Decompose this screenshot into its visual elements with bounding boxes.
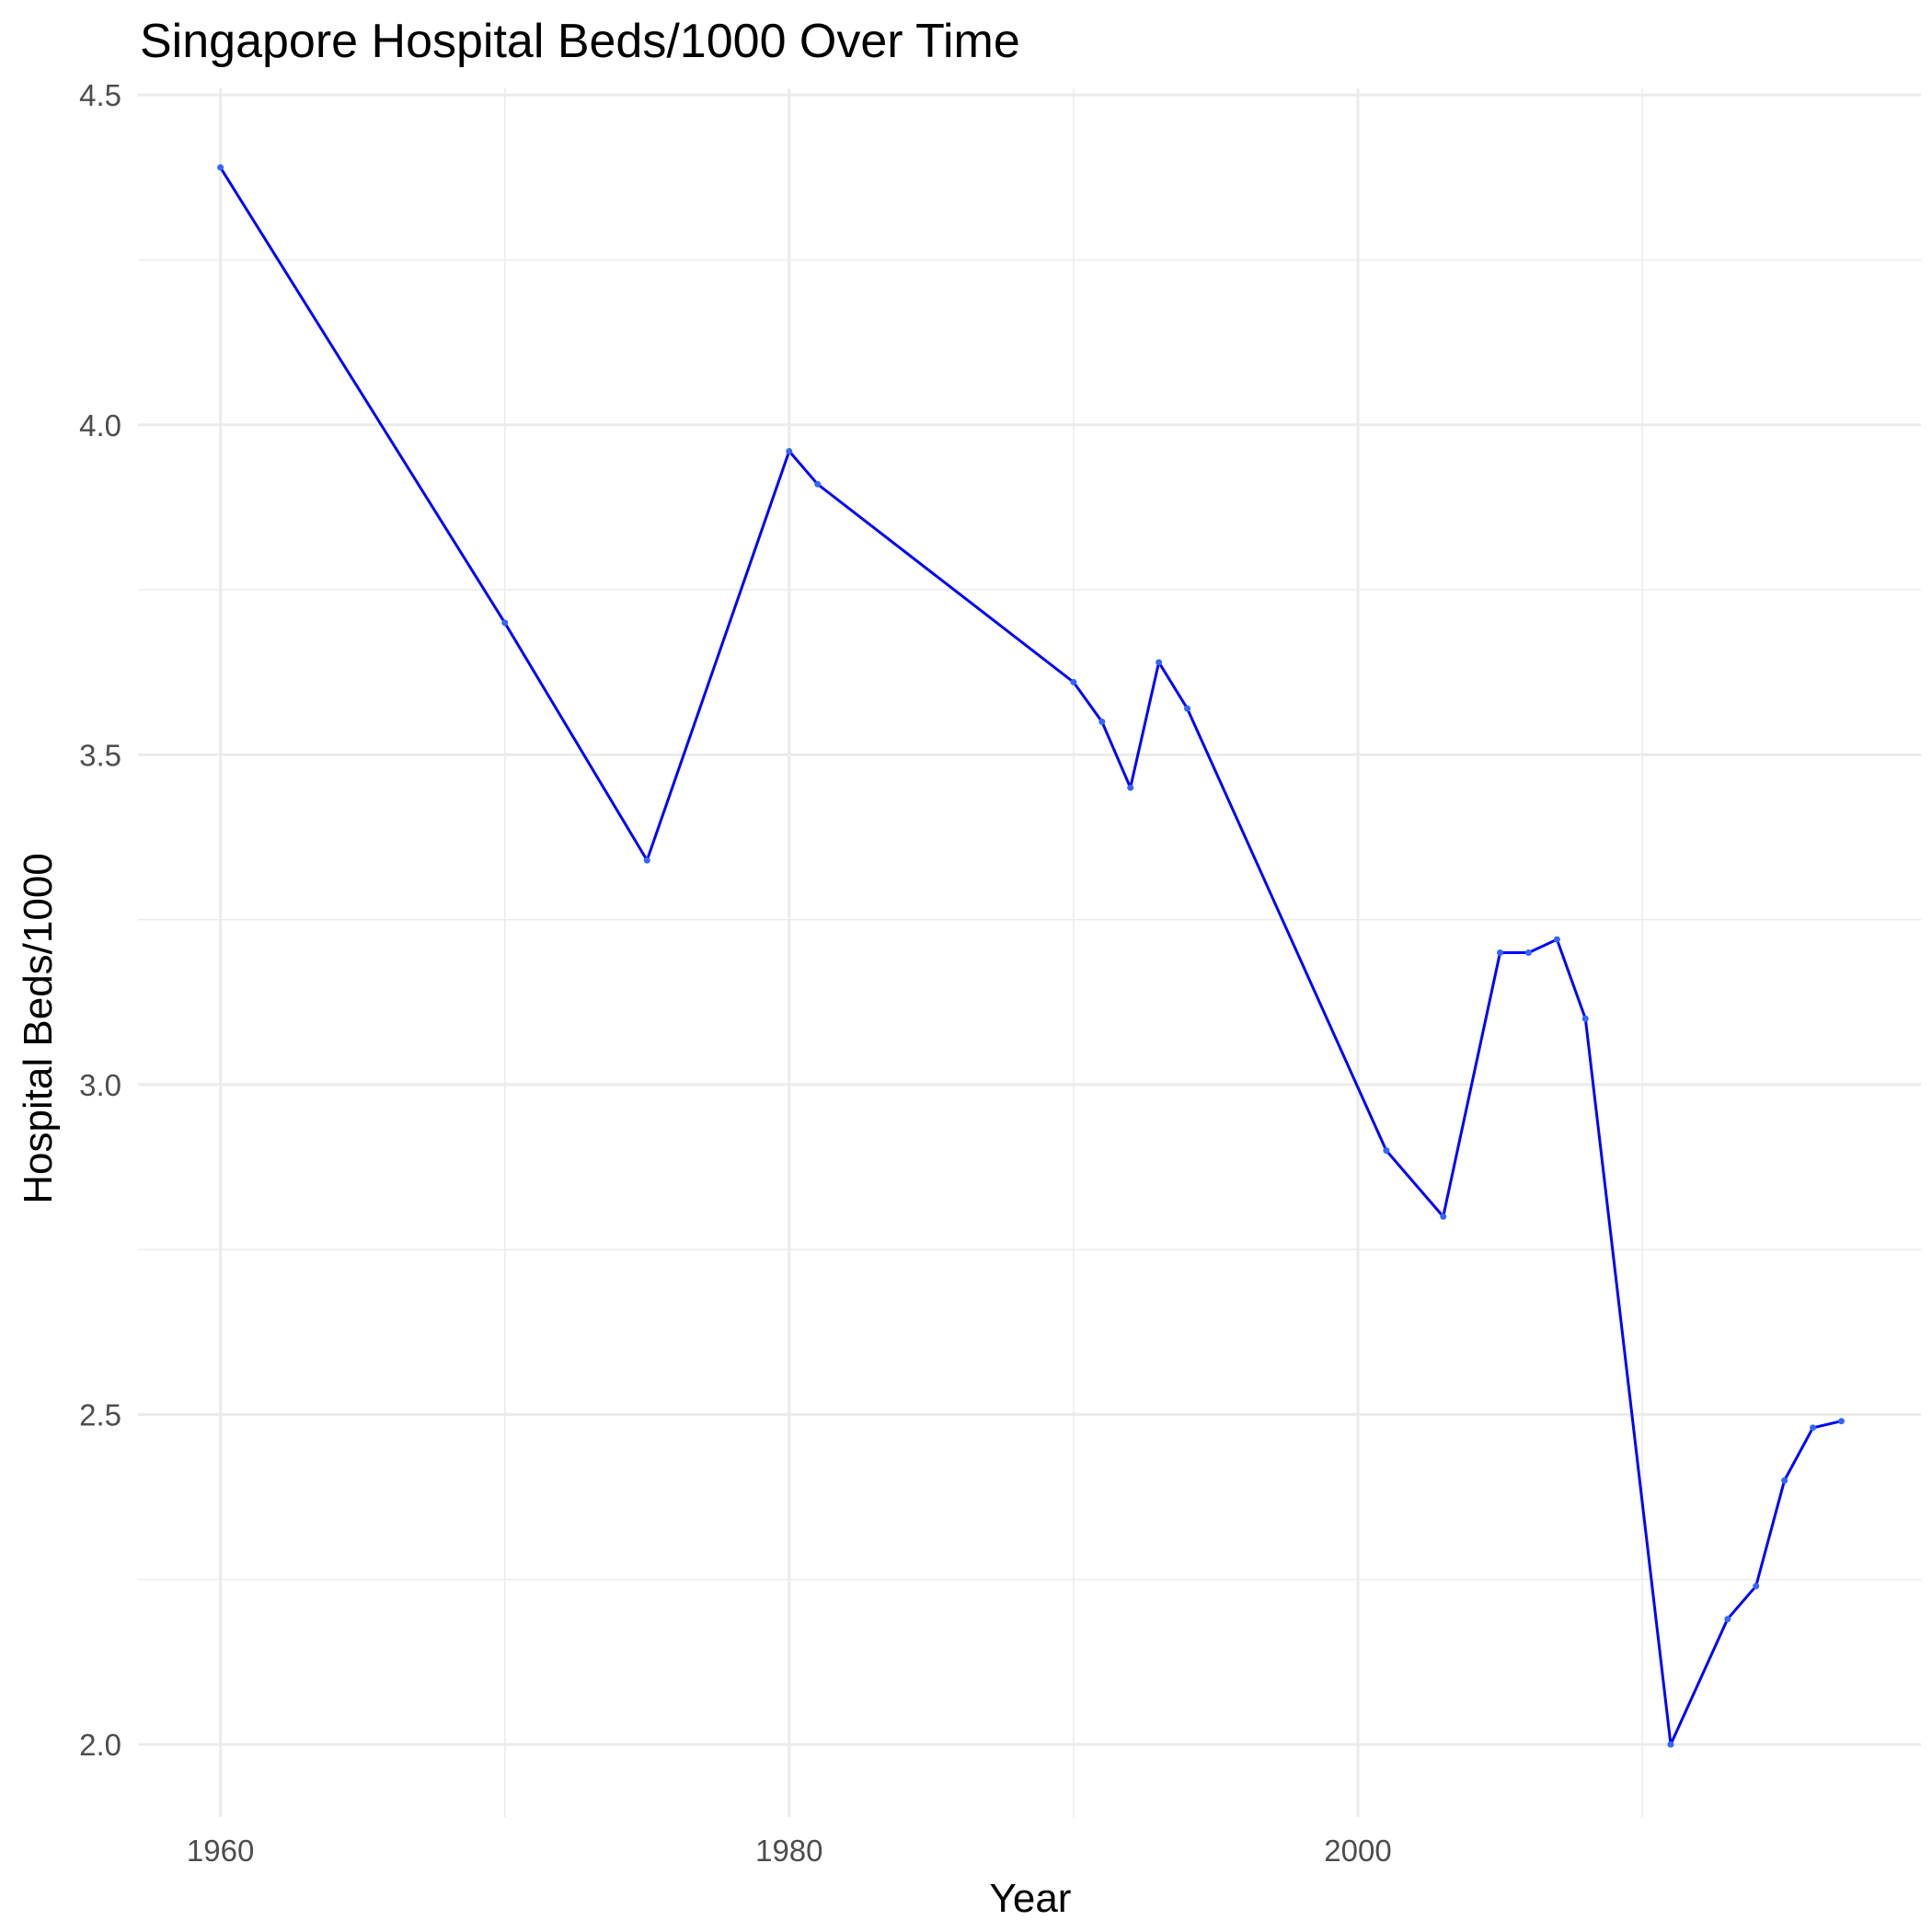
x-tick-label: 2000 — [1324, 1834, 1391, 1868]
data-point — [501, 619, 509, 627]
x-axis-title: Year — [990, 1876, 1072, 1921]
grid — [138, 88, 1921, 1817]
data-point — [1184, 705, 1191, 712]
data-point — [1127, 784, 1134, 791]
y-tick-label: 2.5 — [79, 1398, 121, 1432]
x-tick-label: 1960 — [187, 1834, 254, 1868]
data-point — [1837, 1418, 1845, 1425]
chart-title: Singapore Hospital Beds/1000 Over Time — [140, 15, 1020, 68]
data-point — [643, 857, 650, 864]
data-point — [217, 164, 224, 171]
y-tick-label: 4.5 — [79, 78, 121, 112]
y-tick-label: 3.0 — [79, 1068, 121, 1102]
data-point — [1667, 1741, 1674, 1748]
tick-labels: 1960 1980 2000 2.0 2.5 3.0 3.5 4.0 4.5 — [79, 78, 1392, 1868]
data-point — [1098, 718, 1106, 725]
data-point — [1581, 1015, 1589, 1022]
data-point — [1524, 949, 1532, 956]
data-point — [1553, 936, 1560, 943]
data-point — [1156, 659, 1163, 666]
data-point — [1440, 1213, 1447, 1220]
data-point — [1810, 1424, 1817, 1432]
series-line — [219, 167, 1842, 1746]
data-point — [1753, 1582, 1760, 1590]
series-layer — [217, 164, 1845, 1748]
y-tick-label: 2.0 — [79, 1728, 121, 1762]
data-point — [1497, 949, 1504, 956]
data-point — [1781, 1477, 1788, 1484]
data-point — [1724, 1616, 1731, 1623]
data-point — [786, 447, 793, 454]
data-point — [814, 480, 822, 488]
data-point — [1383, 1147, 1390, 1155]
y-tick-label: 4.0 — [79, 408, 121, 443]
y-tick-label: 3.5 — [79, 738, 121, 772]
x-tick-label: 1980 — [755, 1834, 822, 1868]
y-axis-title: Hospital Beds/1000 — [16, 853, 61, 1204]
data-point — [1070, 678, 1077, 685]
